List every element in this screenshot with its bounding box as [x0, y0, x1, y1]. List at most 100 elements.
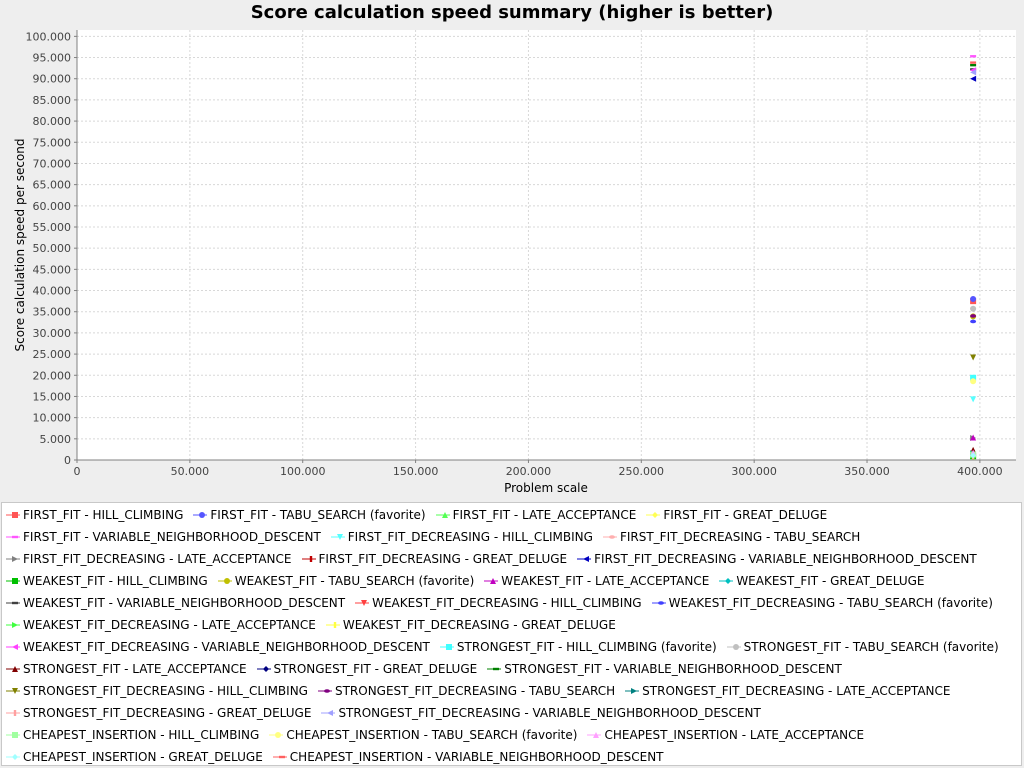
legend-marker-icon	[355, 600, 370, 606]
legend-marker-icon	[256, 666, 271, 672]
legend-marker-icon	[587, 732, 602, 738]
legend-label: CHEAPEST_INSERTION - GREAT_DELUGE	[23, 750, 263, 764]
legend-marker	[199, 512, 206, 518]
legend-marker-icon	[6, 732, 20, 738]
legend-marker	[493, 667, 500, 671]
legend-marker	[278, 755, 285, 759]
legend-item: STRONGEST_FIT - LATE_ACCEPTANCE	[6, 658, 247, 680]
data-point	[970, 69, 977, 76]
chart-legend: FIRST_FIT - HILL_CLIMBING FIRST_FIT - TAB…	[1, 502, 1022, 766]
x-tick-label: 300.000	[731, 465, 777, 478]
legend-marker-icon	[6, 601, 20, 605]
legend-label: STRONGEST_FIT_DECREASING - TABU_SEARCH	[334, 684, 616, 698]
y-tick-label: 35.000	[33, 306, 72, 319]
legend-marker	[262, 666, 269, 672]
legend-item: FIRST_FIT - GREAT_DELUGE	[646, 504, 827, 526]
legend-item: FIRST_FIT_DECREASING - GREAT_DELUGE	[301, 548, 567, 570]
data-point	[970, 296, 977, 303]
legend-item: STRONGEST_FIT_DECREASING - GREAT_DELUGE	[6, 702, 311, 724]
legend-marker-icon	[6, 622, 20, 628]
legend-label: CHEAPEST_INSERTION - LATE_ACCEPTANCE	[604, 728, 865, 742]
legend-marker-icon	[487, 667, 502, 671]
legend-item: WEAKEST_FIT_DECREASING - GREAT_DELUGE	[325, 614, 616, 636]
legend-item: FIRST_FIT - VARIABLE_NEIGHBORHOOD_DESCEN…	[6, 526, 321, 548]
y-tick-label: 100.000	[26, 30, 72, 43]
legend-label: WEAKEST_FIT - GREAT_DELUGE	[736, 574, 925, 588]
y-tick-label: 15.000	[33, 390, 72, 403]
y-tick-label: 75.000	[33, 136, 72, 149]
legend-item: WEAKEST_FIT - VARIABLE_NEIGHBORHOOD_DESC…	[6, 592, 345, 614]
legend-marker	[593, 732, 600, 738]
legend-label: WEAKEST_FIT_DECREASING - LATE_ACCEPTANCE	[23, 618, 316, 632]
legend-marker	[13, 710, 17, 716]
y-tick-label: 50.000	[33, 242, 72, 255]
y-tick-label: 20.000	[33, 369, 72, 382]
legend-item: FIRST_FIT_DECREASING - LATE_ACCEPTANCE	[6, 548, 292, 570]
legend-marker-icon	[272, 755, 287, 759]
x-tick-label: 250.000	[619, 465, 665, 478]
legend-marker	[12, 732, 18, 738]
legend-label: CHEAPEST_INSERTION - VARIABLE_NEIGHBORHO…	[289, 750, 664, 764]
legend-label: FIRST_FIT_DECREASING - LATE_ACCEPTANCE	[23, 552, 292, 566]
y-tick-label: 90.000	[33, 73, 72, 86]
scatter-plot: 0 50.000 100.000 150.000 200.000 250.000 300.0…	[13, 30, 1016, 495]
legend-marker	[309, 556, 312, 562]
data-point	[970, 374, 977, 381]
plot-area	[77, 30, 1016, 460]
legend-item: STRONGEST_FIT - VARIABLE_NEIGHBORHOOD_DE…	[487, 658, 842, 680]
legend-marker	[12, 535, 18, 539]
legend-item: WEAKEST_FIT_DECREASING - LATE_ACCEPTANCE	[6, 614, 316, 636]
legend-marker	[12, 622, 18, 628]
legend-marker-icon	[602, 535, 617, 539]
grid-lines	[77, 30, 1016, 460]
legend-marker-icon	[484, 578, 499, 584]
legend-item: WEAKEST_FIT - LATE_ACCEPTANCE	[484, 570, 709, 592]
legend-item: WEAKEST_FIT - TABU_SEARCH (favorite)	[217, 570, 475, 592]
legend-label: STRONGEST_FIT - GREAT_DELUGE	[273, 662, 478, 676]
data-point	[970, 396, 977, 403]
legend-marker-icon	[726, 644, 741, 650]
y-tick-label: 60.000	[33, 200, 72, 213]
legend-label: STRONGEST_FIT_DECREASING - GREAT_DELUGE	[23, 706, 312, 720]
legend-item: STRONGEST_FIT - HILL_CLIMBING (favorite)	[439, 636, 717, 658]
legend-marker-icon	[6, 710, 20, 716]
legend-label: FIRST_FIT - HILL_CLIMBING	[23, 508, 184, 522]
legend-marker-icon	[301, 556, 316, 562]
legend-marker	[652, 512, 659, 518]
legend-item: CHEAPEST_INSERTION - LATE_ACCEPTANCE	[587, 724, 864, 746]
x-tick-label: 200.000	[506, 465, 552, 478]
y-tick-labels: 0 5.000 10.000 15.000 20.000 25.000 30.000 35.0…	[26, 30, 77, 467]
axes	[76, 30, 1016, 461]
legend-label: WEAKEST_FIT - VARIABLE_NEIGHBORHOOD_DESC…	[23, 596, 346, 610]
x-axis-label: Problem scale	[504, 481, 588, 495]
data-point	[970, 63, 977, 67]
legend-marker	[608, 535, 615, 539]
y-axis-label: Score calculation speed per second	[13, 138, 27, 351]
y-tick-label: 5.000	[40, 433, 72, 446]
legend-marker-icon	[6, 512, 20, 518]
legend-marker-icon	[577, 556, 592, 562]
legend-item: STRONGEST_FIT_DECREASING - HILL_CLIMBING	[6, 680, 308, 702]
legend-label: WEAKEST_FIT - TABU_SEARCH (favorite)	[234, 574, 475, 588]
legend-marker	[12, 578, 18, 584]
legend-marker-icon	[435, 512, 450, 518]
y-tick-label: 55.000	[33, 221, 72, 234]
legend-marker-icon	[269, 732, 284, 738]
legend-label: FIRST_FIT_DECREASING - TABU_SEARCH	[619, 530, 861, 544]
legend-marker	[327, 710, 334, 716]
legend-marker-icon	[325, 622, 340, 628]
y-tick-label: 10.000	[33, 412, 72, 425]
legend-marker	[732, 644, 739, 650]
legend-item: WEAKEST_FIT - GREAT_DELUGE	[719, 570, 925, 592]
data-point	[970, 55, 977, 58]
legend-marker-icon	[217, 578, 232, 584]
legend-item: CHEAPEST_INSERTION - GREAT_DELUGE	[6, 746, 263, 765]
legend-marker	[333, 622, 337, 628]
legend-item: FIRST_FIT_DECREASING - HILL_CLIMBING	[330, 526, 593, 548]
legend-item: WEAKEST_FIT - HILL_CLIMBING	[6, 570, 208, 592]
legend-item: FIRST_FIT_DECREASING - VARIABLE_NEIGHBOR…	[577, 548, 977, 570]
legend-marker	[583, 556, 590, 562]
legend-item: FIRST_FIT - LATE_ACCEPTANCE	[435, 504, 636, 526]
legend-item: WEAKEST_FIT_DECREASING - TABU_SEARCH (fa…	[651, 592, 993, 614]
data-point	[970, 354, 977, 361]
